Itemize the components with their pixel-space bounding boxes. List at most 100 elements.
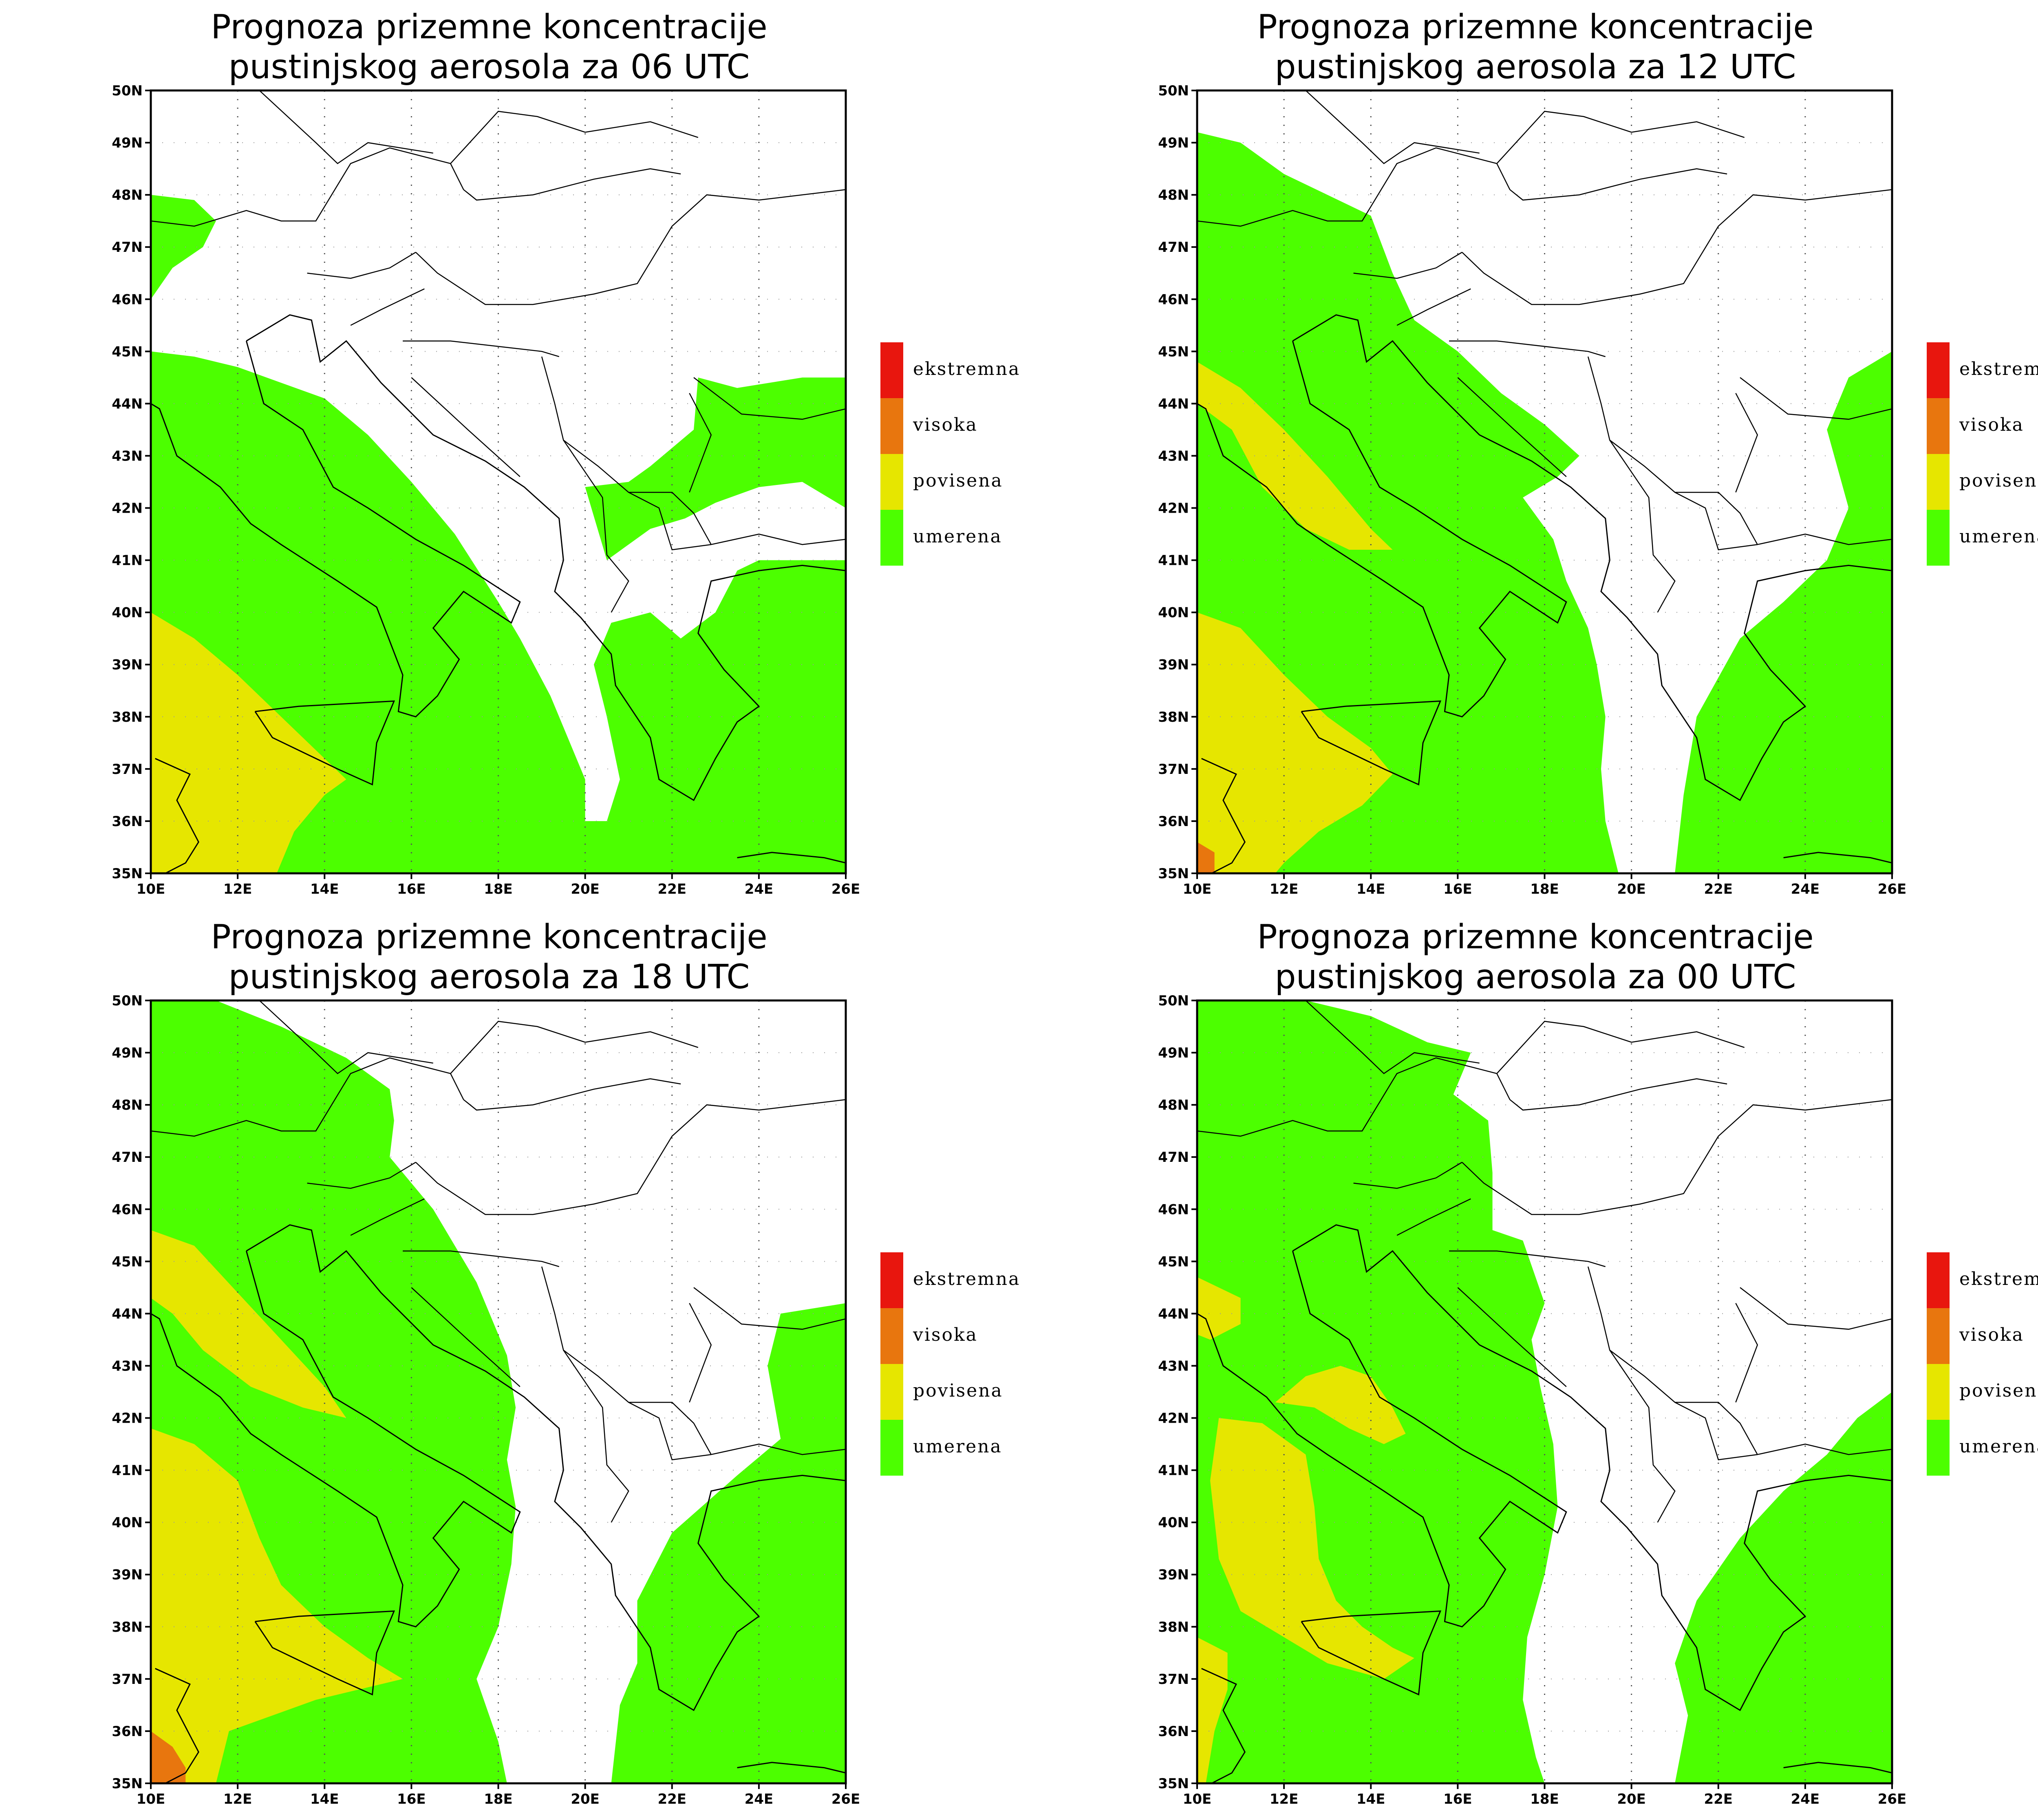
legend-swatch <box>1927 510 1950 566</box>
country-border <box>463 168 681 201</box>
lon-tick-label: 26E <box>832 1791 860 1807</box>
legend-label: umerena <box>1959 526 2038 547</box>
legend-swatch <box>1927 1364 1950 1420</box>
country-border <box>151 1057 464 1137</box>
lon-tick-label: 14E <box>310 1791 339 1807</box>
country-border <box>1457 1287 1567 1387</box>
lat-tick-label: 43N <box>112 1358 143 1374</box>
lat-tick-label: 48N <box>1158 1097 1189 1113</box>
legend-swatch <box>1927 1308 1950 1364</box>
legend-swatch <box>1927 342 1950 398</box>
lon-tick-label: 16E <box>397 1791 426 1807</box>
lat-tick-label: 37N <box>112 761 143 778</box>
lat-tick-label: 42N <box>112 1410 143 1427</box>
lon-tick-label: 24E <box>1791 881 1820 897</box>
legend-label: ekstremna <box>913 359 1020 379</box>
legend-swatch <box>1927 1420 1950 1476</box>
country-border <box>1674 491 1758 551</box>
legend: ekstremna visoka povisena umerena <box>880 342 1020 566</box>
lat-tick-label: 35N <box>1158 1776 1189 1792</box>
country-border <box>711 533 846 545</box>
lat-tick-label: 47N <box>1158 239 1189 256</box>
lat-tick-label: 37N <box>1158 1671 1189 1688</box>
lat-tick-label: 49N <box>112 135 143 151</box>
lon-tick-label: 10E <box>1183 881 1212 897</box>
legend-swatch <box>880 510 903 566</box>
panel-title-line1: Prognoza prizemne koncentracije <box>1257 918 1814 956</box>
country-border <box>1757 1443 1892 1455</box>
lon-tick-label: 20E <box>571 881 600 897</box>
aerosol-region <box>1197 1637 1228 1783</box>
aerosol-region <box>151 1230 346 1418</box>
coastline <box>1301 700 1442 786</box>
country-border <box>1396 1198 1471 1236</box>
lon-tick-label: 14E <box>1356 1791 1385 1807</box>
coastline <box>1301 1610 1442 1696</box>
lat-tick-label: 36N <box>112 1723 143 1740</box>
lon-tick-label: 14E <box>310 881 339 897</box>
plot-area <box>151 90 846 873</box>
country-border <box>563 1350 629 1523</box>
coastline <box>246 1224 846 1711</box>
lat-tick-label: 35N <box>1158 866 1189 882</box>
coastline <box>151 341 521 718</box>
legend-label: visoka <box>1959 414 2024 435</box>
lat-tick-label: 44N <box>1158 1306 1189 1322</box>
lat-tick-label: 44N <box>112 396 143 412</box>
aerosol-region <box>1210 1418 1414 1679</box>
lat-tick-label: 38N <box>112 1619 143 1635</box>
lat-tick-label: 35N <box>112 1776 143 1792</box>
forecast-map: 35N 36N 37N 38N 39N 40N 41N 42N 43N 44N 45N 46N 47N 4… <box>112 993 1019 1807</box>
coastline <box>155 1668 199 1783</box>
lat-tick-label: 40N <box>1158 605 1189 621</box>
lat-tick-label: 45N <box>112 1254 143 1270</box>
country-border <box>1509 1078 1727 1111</box>
panel-title-line1: Prognoza prizemne koncentracije <box>211 8 768 46</box>
country-border <box>1353 251 1462 279</box>
country-border <box>411 1287 521 1387</box>
legend-label: visoka <box>913 1324 978 1345</box>
country-border <box>350 1198 425 1236</box>
legend-label: umerena <box>913 526 1002 547</box>
coastline <box>1292 1224 1892 1711</box>
lon-tick-label: 12E <box>223 881 252 897</box>
lon-tick-label: 20E <box>1617 1791 1646 1807</box>
country-border <box>350 288 425 326</box>
coastline <box>1197 341 1567 718</box>
legend-swatch <box>880 1364 903 1420</box>
plot-area <box>1197 1000 1892 1783</box>
country-border <box>1305 1000 1480 1074</box>
legend-swatch <box>1927 398 1950 454</box>
country-border <box>1353 1161 1462 1189</box>
legend-swatch <box>880 454 903 510</box>
coastline <box>737 1762 846 1774</box>
lon-tick-label: 16E <box>1443 1791 1472 1807</box>
country-border <box>259 90 433 164</box>
lat-tick-label: 47N <box>1158 1149 1189 1166</box>
country-border <box>693 377 846 420</box>
lat-tick-label: 42N <box>1158 500 1189 517</box>
aerosol-region <box>1197 361 1393 550</box>
lat-tick-label: 41N <box>1158 1463 1189 1479</box>
legend: ekstremna visoka povisena umerena <box>880 1252 1019 1476</box>
lat-tick-label: 36N <box>112 813 143 830</box>
country-border <box>307 251 416 279</box>
coastline <box>151 1251 521 1628</box>
lon-tick-label: 22E <box>657 1791 686 1807</box>
country-border <box>1462 1099 1892 1215</box>
aerosol-region <box>151 195 216 300</box>
country-border <box>1305 90 1480 164</box>
coastline <box>1783 852 1892 864</box>
legend-label: ekstremna <box>1959 1269 2038 1289</box>
lat-tick-label: 46N <box>112 291 143 308</box>
legend-swatch <box>880 1308 903 1364</box>
legend-swatch <box>880 1420 903 1476</box>
lon-tick-label: 12E <box>223 1791 252 1807</box>
legend-swatch <box>880 1252 903 1308</box>
map-panel-18utc: Prognoza prizemne koncentracije pustinjs… <box>0 910 1046 1820</box>
legend: ekstremna visoka povisena umerena <box>1927 342 2038 566</box>
country-border <box>1396 288 1471 326</box>
lat-tick-label: 43N <box>1158 1358 1189 1374</box>
country-border <box>541 356 712 545</box>
country-border <box>1735 1303 1758 1403</box>
